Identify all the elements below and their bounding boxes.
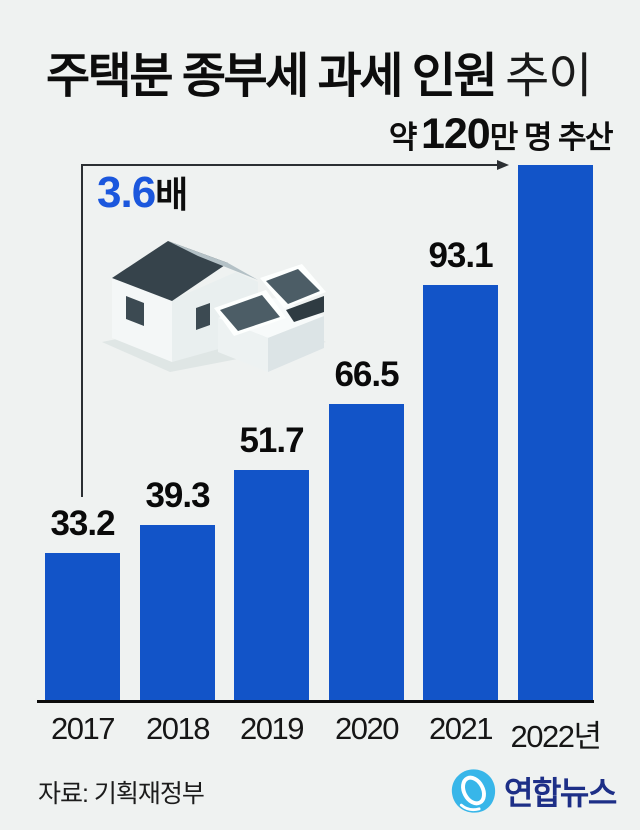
- annex-right-wall: [268, 316, 324, 372]
- bar-2021: [423, 285, 498, 701]
- growth-multiplier-number: 3.6: [97, 168, 156, 217]
- house-roof-light: [168, 241, 258, 280]
- yonhap-logo: 연합뉴스: [450, 767, 617, 815]
- value-label-2021: 93.1: [428, 236, 493, 275]
- yonhap-globe-icon: [451, 769, 496, 813]
- value-label-2020: 66.5: [334, 355, 399, 394]
- x-axis-label-2018: 2018: [146, 711, 210, 746]
- bar-2020: [329, 404, 404, 701]
- annex-front-wall: [218, 318, 268, 372]
- growth-arrow-horizontal-line: [81, 164, 499, 166]
- page-title-sub: 추이: [505, 50, 592, 103]
- x-axis-label-2017: 2017: [51, 711, 115, 746]
- page-title: 주택분 종부세 과세 인원 추이: [46, 36, 592, 106]
- house-window-left: [126, 296, 144, 326]
- estimate-annotation: 약 120 만 명 추산: [388, 110, 614, 159]
- x-axis-line: [37, 700, 594, 703]
- solar-panel-right: [266, 269, 320, 304]
- yonhap-logo-text: 연합뉴스: [504, 775, 617, 811]
- growth-multiplier: 3.6 배: [97, 166, 188, 218]
- estimate-prefix: 약: [388, 120, 418, 155]
- solar-panel-left: [220, 295, 280, 331]
- x-axis-label-2022년: 2022년: [510, 719, 602, 754]
- estimate-suffix: 만 명 추산: [489, 120, 614, 155]
- value-label-2018: 39.3: [145, 476, 210, 515]
- x-axis-label-2021: 2021: [429, 711, 493, 746]
- bar-2022년: [518, 165, 593, 701]
- house-illustration: [102, 241, 326, 372]
- bar-2019: [234, 470, 309, 701]
- page-title-main: 주택분 종부세 과세 인원: [46, 50, 498, 103]
- estimate-number: 120: [420, 110, 491, 158]
- bar-2018: [140, 525, 215, 701]
- house-window-right: [196, 303, 210, 330]
- value-label-2017: 33.2: [50, 504, 115, 543]
- value-label-2019: 51.7: [239, 421, 304, 460]
- growth-arrow-vertical-line: [81, 164, 83, 497]
- annex-dark-opening: [286, 296, 324, 322]
- growth-arrow-head-icon: [497, 159, 509, 170]
- source-credit: 자료: 기획재정부: [38, 780, 205, 808]
- growth-multiplier-suffix: 배: [155, 174, 188, 215]
- x-axis-label-2020: 2020: [335, 711, 399, 746]
- x-axis-label-2019: 2019: [240, 711, 304, 746]
- bar-2017: [45, 553, 120, 701]
